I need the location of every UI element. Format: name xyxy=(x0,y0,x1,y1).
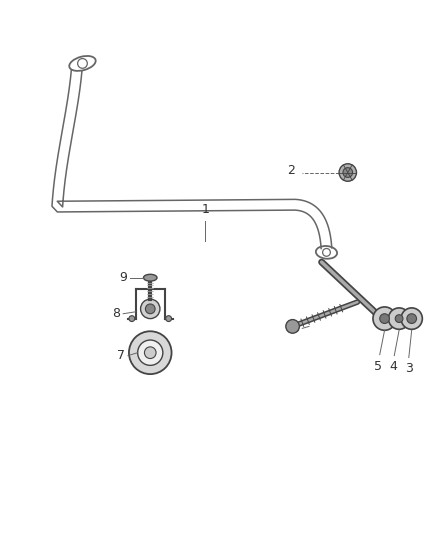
Circle shape xyxy=(141,299,160,319)
Text: 1: 1 xyxy=(201,204,209,216)
Circle shape xyxy=(129,332,172,374)
Circle shape xyxy=(145,304,155,314)
Text: 4: 4 xyxy=(389,360,397,374)
Circle shape xyxy=(129,316,135,321)
Circle shape xyxy=(380,314,389,324)
Circle shape xyxy=(401,308,422,329)
Circle shape xyxy=(138,340,163,365)
Circle shape xyxy=(145,347,156,359)
Text: 8: 8 xyxy=(113,307,120,320)
Ellipse shape xyxy=(144,274,157,281)
Circle shape xyxy=(373,307,396,330)
Circle shape xyxy=(166,316,172,321)
Text: 3: 3 xyxy=(405,362,413,375)
Circle shape xyxy=(389,308,410,329)
Circle shape xyxy=(343,168,353,177)
Text: 5: 5 xyxy=(374,360,382,373)
Circle shape xyxy=(286,320,299,333)
Text: 7: 7 xyxy=(117,349,125,362)
Text: 2: 2 xyxy=(286,164,294,177)
Circle shape xyxy=(339,164,357,181)
Circle shape xyxy=(395,314,403,322)
Text: 9: 9 xyxy=(119,271,127,284)
Text: 6: 6 xyxy=(292,322,300,335)
Circle shape xyxy=(407,314,417,324)
